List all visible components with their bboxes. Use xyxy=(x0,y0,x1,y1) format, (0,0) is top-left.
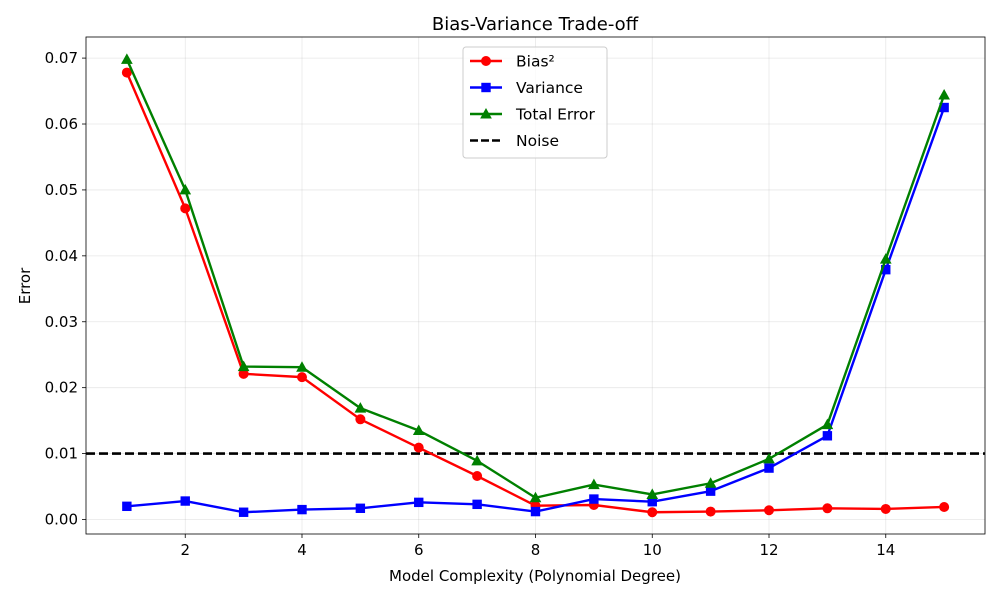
chart-title: Bias-Variance Trade-off xyxy=(432,14,639,35)
legend-item-variance: Variance xyxy=(470,79,583,97)
x-tick-label: 2 xyxy=(180,541,190,559)
bias-point xyxy=(705,506,716,517)
legend-swatch-marker xyxy=(481,82,491,93)
y-tick-label: 0.04 xyxy=(45,247,78,265)
x-tick-label: 8 xyxy=(531,541,541,559)
variance-point xyxy=(122,501,132,512)
variance-point xyxy=(180,496,190,506)
legend-swatch-marker xyxy=(481,56,491,66)
total-error-point xyxy=(763,452,775,464)
x-axis-label: Model Complexity (Polynomial Degree) xyxy=(389,567,681,585)
total-error-point xyxy=(704,477,717,488)
y-tick-label: 0.01 xyxy=(45,445,78,463)
variance-point xyxy=(822,431,833,441)
bias-point xyxy=(296,372,307,383)
bias-point xyxy=(939,501,950,512)
y-tick-label: 0.00 xyxy=(45,510,78,528)
series-lines xyxy=(121,53,950,518)
legend-label: Variance xyxy=(516,79,583,97)
variance-point xyxy=(705,486,716,496)
bias-point xyxy=(180,203,191,214)
legend-label: Total Error xyxy=(515,106,596,124)
y-axis-label: Error xyxy=(16,267,34,304)
bias-point xyxy=(413,442,424,453)
variance-point xyxy=(238,507,249,517)
x-tick-label: 14 xyxy=(876,541,895,559)
total-error-point xyxy=(938,88,950,100)
variance-point xyxy=(297,504,307,515)
bias-point xyxy=(822,503,833,514)
variance-point xyxy=(414,497,424,508)
legend-box xyxy=(462,46,608,159)
bias-point xyxy=(764,505,775,516)
bias-point xyxy=(121,67,132,78)
variance-point xyxy=(764,463,774,473)
variance-point xyxy=(589,494,599,504)
y-tick-label: 0.07 xyxy=(45,49,78,67)
x-tick-label: 6 xyxy=(414,541,424,559)
series-total-error xyxy=(121,53,950,503)
total-error-point xyxy=(121,53,133,64)
total-error-point xyxy=(879,253,892,264)
legend: Bias² Variance Total Error Noise xyxy=(462,46,608,159)
total-error-point xyxy=(646,488,659,499)
legend-item-noise: Noise xyxy=(470,132,559,150)
total-error-point xyxy=(237,360,250,372)
total-error-point xyxy=(821,418,834,430)
total-error-point xyxy=(179,183,192,195)
y-tick-label: 0.05 xyxy=(45,181,78,199)
bias-point xyxy=(355,414,366,425)
series-variance xyxy=(122,102,949,517)
bias-point xyxy=(472,470,483,481)
variance-point xyxy=(530,506,541,517)
y-tick-label: 0.06 xyxy=(45,115,78,133)
total-error-point xyxy=(354,402,367,413)
x-axis-ticks: 2 4 6 8 10 12 14 xyxy=(180,534,895,559)
total-error-point xyxy=(529,491,542,503)
legend-swatch-marker xyxy=(480,107,492,119)
y-tick-label: 0.02 xyxy=(45,379,78,397)
legend-label: Bias² xyxy=(516,53,555,71)
legend-entries: Bias² Variance Total Error Noise xyxy=(470,53,596,150)
total-error-point xyxy=(588,478,600,490)
legend-label: Noise xyxy=(516,132,559,150)
legend-item-bias: Bias² xyxy=(470,53,555,71)
total-error-point xyxy=(296,361,308,372)
y-axis-ticks: 0.00 0.01 0.02 0.03 0.04 0.05 0.06 0.07 xyxy=(45,49,86,528)
x-tick-label: 10 xyxy=(643,541,662,559)
variance-point xyxy=(355,503,366,513)
x-tick-label: 12 xyxy=(759,541,778,559)
series-bias xyxy=(121,67,950,518)
x-tick-label: 4 xyxy=(297,541,307,559)
total-error-point xyxy=(412,424,425,436)
bias-point xyxy=(647,507,658,518)
variance-point xyxy=(472,499,482,510)
legend-item-total-error: Total Error xyxy=(470,106,596,124)
y-tick-label: 0.03 xyxy=(45,313,78,331)
total-error-point xyxy=(471,454,483,466)
bias-point xyxy=(880,503,891,514)
